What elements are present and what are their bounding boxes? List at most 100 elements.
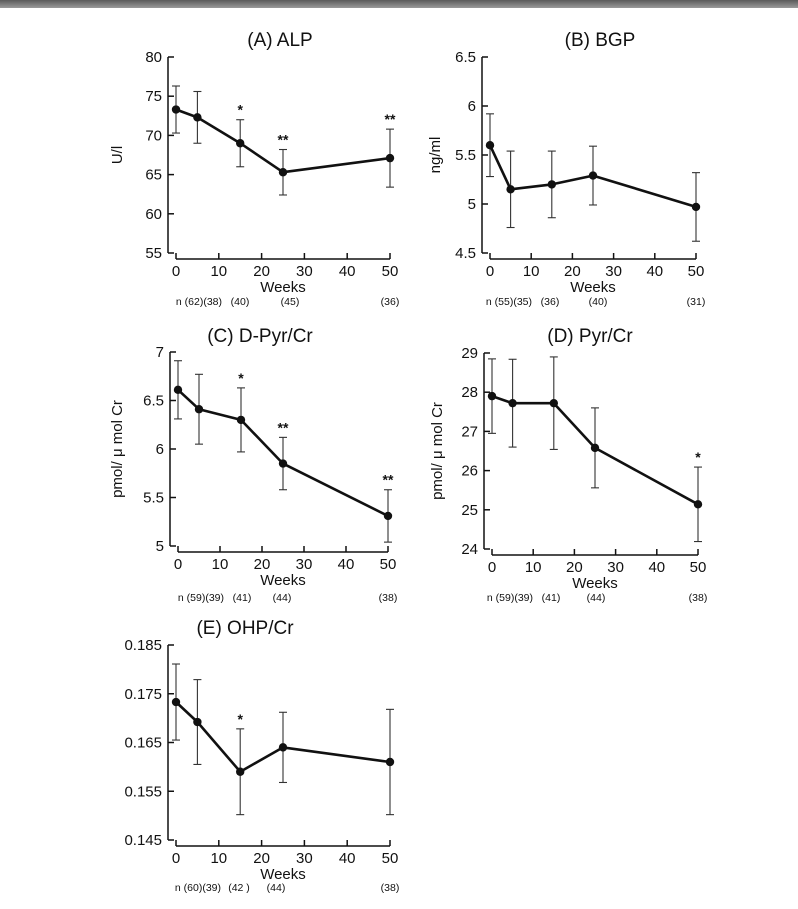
significance-star: ** bbox=[278, 132, 289, 148]
x-tick-label: 40 bbox=[646, 263, 663, 280]
chart-title: (C) D-Pyr/Cr bbox=[207, 326, 313, 347]
x-tick-label: 30 bbox=[296, 850, 313, 867]
sample-size-label: (38) bbox=[379, 592, 398, 604]
chart-title: (B) BGP bbox=[565, 30, 636, 51]
x-tick-label: 10 bbox=[210, 850, 227, 867]
chart-title: (E) OHP/Cr bbox=[196, 618, 294, 639]
data-point bbox=[691, 202, 701, 212]
sample-size-label: n (60)(39) bbox=[175, 882, 221, 894]
x-tick-label: 50 bbox=[382, 263, 399, 280]
sample-size-label: (38) bbox=[381, 882, 400, 894]
y-tick-label: 55 bbox=[145, 245, 162, 262]
panel-d-pyr-chart: (D) Pyr/Cr 24 25 26 27 28 29 0 10 20 30 40 50 Weeks pm… bbox=[429, 326, 708, 604]
x-axis-label: Weeks bbox=[260, 279, 306, 296]
x-axis-label: Weeks bbox=[260, 572, 306, 589]
data-point bbox=[278, 459, 288, 468]
significance-star: * bbox=[238, 370, 244, 386]
x-tick-label: 20 bbox=[253, 263, 270, 280]
y-tick-label: 70 bbox=[145, 127, 162, 144]
sample-size-label: (42 ) bbox=[228, 882, 250, 894]
sample-size-label: n (55)(35) bbox=[486, 296, 532, 308]
y-axis-label: ng/ml bbox=[427, 137, 444, 174]
data-point bbox=[278, 168, 288, 177]
y-tick-label: 5.5 bbox=[455, 147, 476, 164]
x-tick-label: 40 bbox=[339, 850, 356, 867]
data-point bbox=[506, 185, 515, 194]
data-point bbox=[173, 385, 183, 395]
sample-size-label: (36) bbox=[381, 296, 400, 308]
y-tick-label: 5 bbox=[468, 196, 476, 213]
x-tick-label: 20 bbox=[566, 559, 583, 576]
x-tick-label: 20 bbox=[254, 556, 271, 573]
x-tick-label: 0 bbox=[172, 263, 180, 280]
x-axis-label: Weeks bbox=[260, 866, 306, 883]
data-point bbox=[383, 511, 393, 521]
data-point bbox=[385, 757, 395, 767]
sample-size-label: (40) bbox=[231, 296, 250, 308]
data-point bbox=[171, 105, 181, 114]
data-point bbox=[278, 743, 288, 752]
x-tick-label: 10 bbox=[212, 556, 229, 573]
y-tick-label: 27 bbox=[461, 423, 478, 440]
x-tick-label: 10 bbox=[523, 263, 540, 280]
significance-star: ** bbox=[385, 111, 396, 127]
panel-c-dpyr-chart: (C) D-Pyr/Cr 5 5.5 6 6.5 7 0 10 20 30 40 50 Weeks pmo… bbox=[109, 326, 398, 604]
x-tick-label: 0 bbox=[488, 559, 496, 576]
x-axis-label: Weeks bbox=[570, 279, 616, 296]
significance-star: * bbox=[237, 102, 243, 118]
y-tick-label: 5 bbox=[156, 538, 164, 555]
y-tick-label: 0.185 bbox=[124, 637, 162, 654]
y-tick-label: 60 bbox=[145, 206, 162, 223]
significance-star: * bbox=[237, 711, 243, 727]
sample-size-label: (40) bbox=[589, 296, 608, 308]
data-point bbox=[385, 153, 395, 163]
y-axis-label: pmol/ μ mol Cr bbox=[429, 402, 446, 500]
x-tick-label: 50 bbox=[380, 556, 397, 573]
y-tick-label: 29 bbox=[461, 345, 478, 362]
sample-size-label: (38) bbox=[689, 592, 708, 604]
y-tick-label: 26 bbox=[461, 463, 478, 480]
x-tick-label: 30 bbox=[296, 263, 313, 280]
x-axis-label: Weeks bbox=[572, 575, 618, 592]
data-point bbox=[236, 139, 245, 148]
sample-size-label: (41) bbox=[542, 592, 561, 604]
data-point bbox=[508, 398, 517, 408]
sample-size-label: n (59)(39) bbox=[487, 592, 533, 604]
y-tick-label: 75 bbox=[145, 88, 162, 105]
x-tick-label: 50 bbox=[690, 559, 707, 576]
sample-size-label: (31) bbox=[687, 296, 706, 308]
data-point bbox=[171, 697, 181, 707]
data-point bbox=[193, 113, 202, 122]
y-tick-label: 65 bbox=[145, 167, 162, 184]
y-tick-label: 0.155 bbox=[124, 783, 162, 800]
sample-size-label: (44) bbox=[267, 882, 286, 894]
y-tick-label: 4.5 bbox=[455, 245, 476, 262]
panel-e-ohp-chart: (E) OHP/Cr 0.145 0.155 0.165 0.175 0.185 0 10 20… bbox=[124, 618, 400, 894]
top-border-bar bbox=[0, 0, 798, 8]
x-tick-label: 10 bbox=[525, 559, 542, 576]
x-tick-label: 0 bbox=[172, 850, 180, 867]
y-tick-label: 25 bbox=[461, 502, 478, 519]
y-tick-label: 7 bbox=[156, 344, 164, 361]
sample-size-label: n (59)(39) bbox=[178, 592, 224, 604]
x-tick-label: 30 bbox=[605, 263, 622, 280]
y-tick-label: 6 bbox=[156, 441, 164, 458]
data-point bbox=[236, 767, 245, 776]
sample-size-label: (45) bbox=[281, 296, 300, 308]
x-tick-label: 50 bbox=[688, 263, 705, 280]
x-tick-label: 10 bbox=[210, 263, 227, 280]
y-tick-label: 0.175 bbox=[124, 686, 162, 703]
y-tick-label: 28 bbox=[461, 384, 478, 401]
y-tick-label: 6.5 bbox=[143, 393, 164, 410]
x-tick-label: 0 bbox=[174, 556, 182, 573]
x-tick-label: 50 bbox=[382, 850, 399, 867]
x-tick-label: 30 bbox=[607, 559, 624, 576]
data-point bbox=[485, 141, 495, 150]
sample-size-label: (41) bbox=[233, 592, 252, 604]
y-tick-label: 80 bbox=[145, 49, 162, 66]
significance-star: ** bbox=[278, 419, 289, 435]
panel-b-bgp-chart: (B) BGP 4.5 5 5.5 6 6.5 0 10 20 30 40 50 Weeks ng/ml n… bbox=[427, 30, 706, 308]
y-tick-label: 5.5 bbox=[143, 490, 164, 507]
data-point bbox=[193, 717, 202, 727]
